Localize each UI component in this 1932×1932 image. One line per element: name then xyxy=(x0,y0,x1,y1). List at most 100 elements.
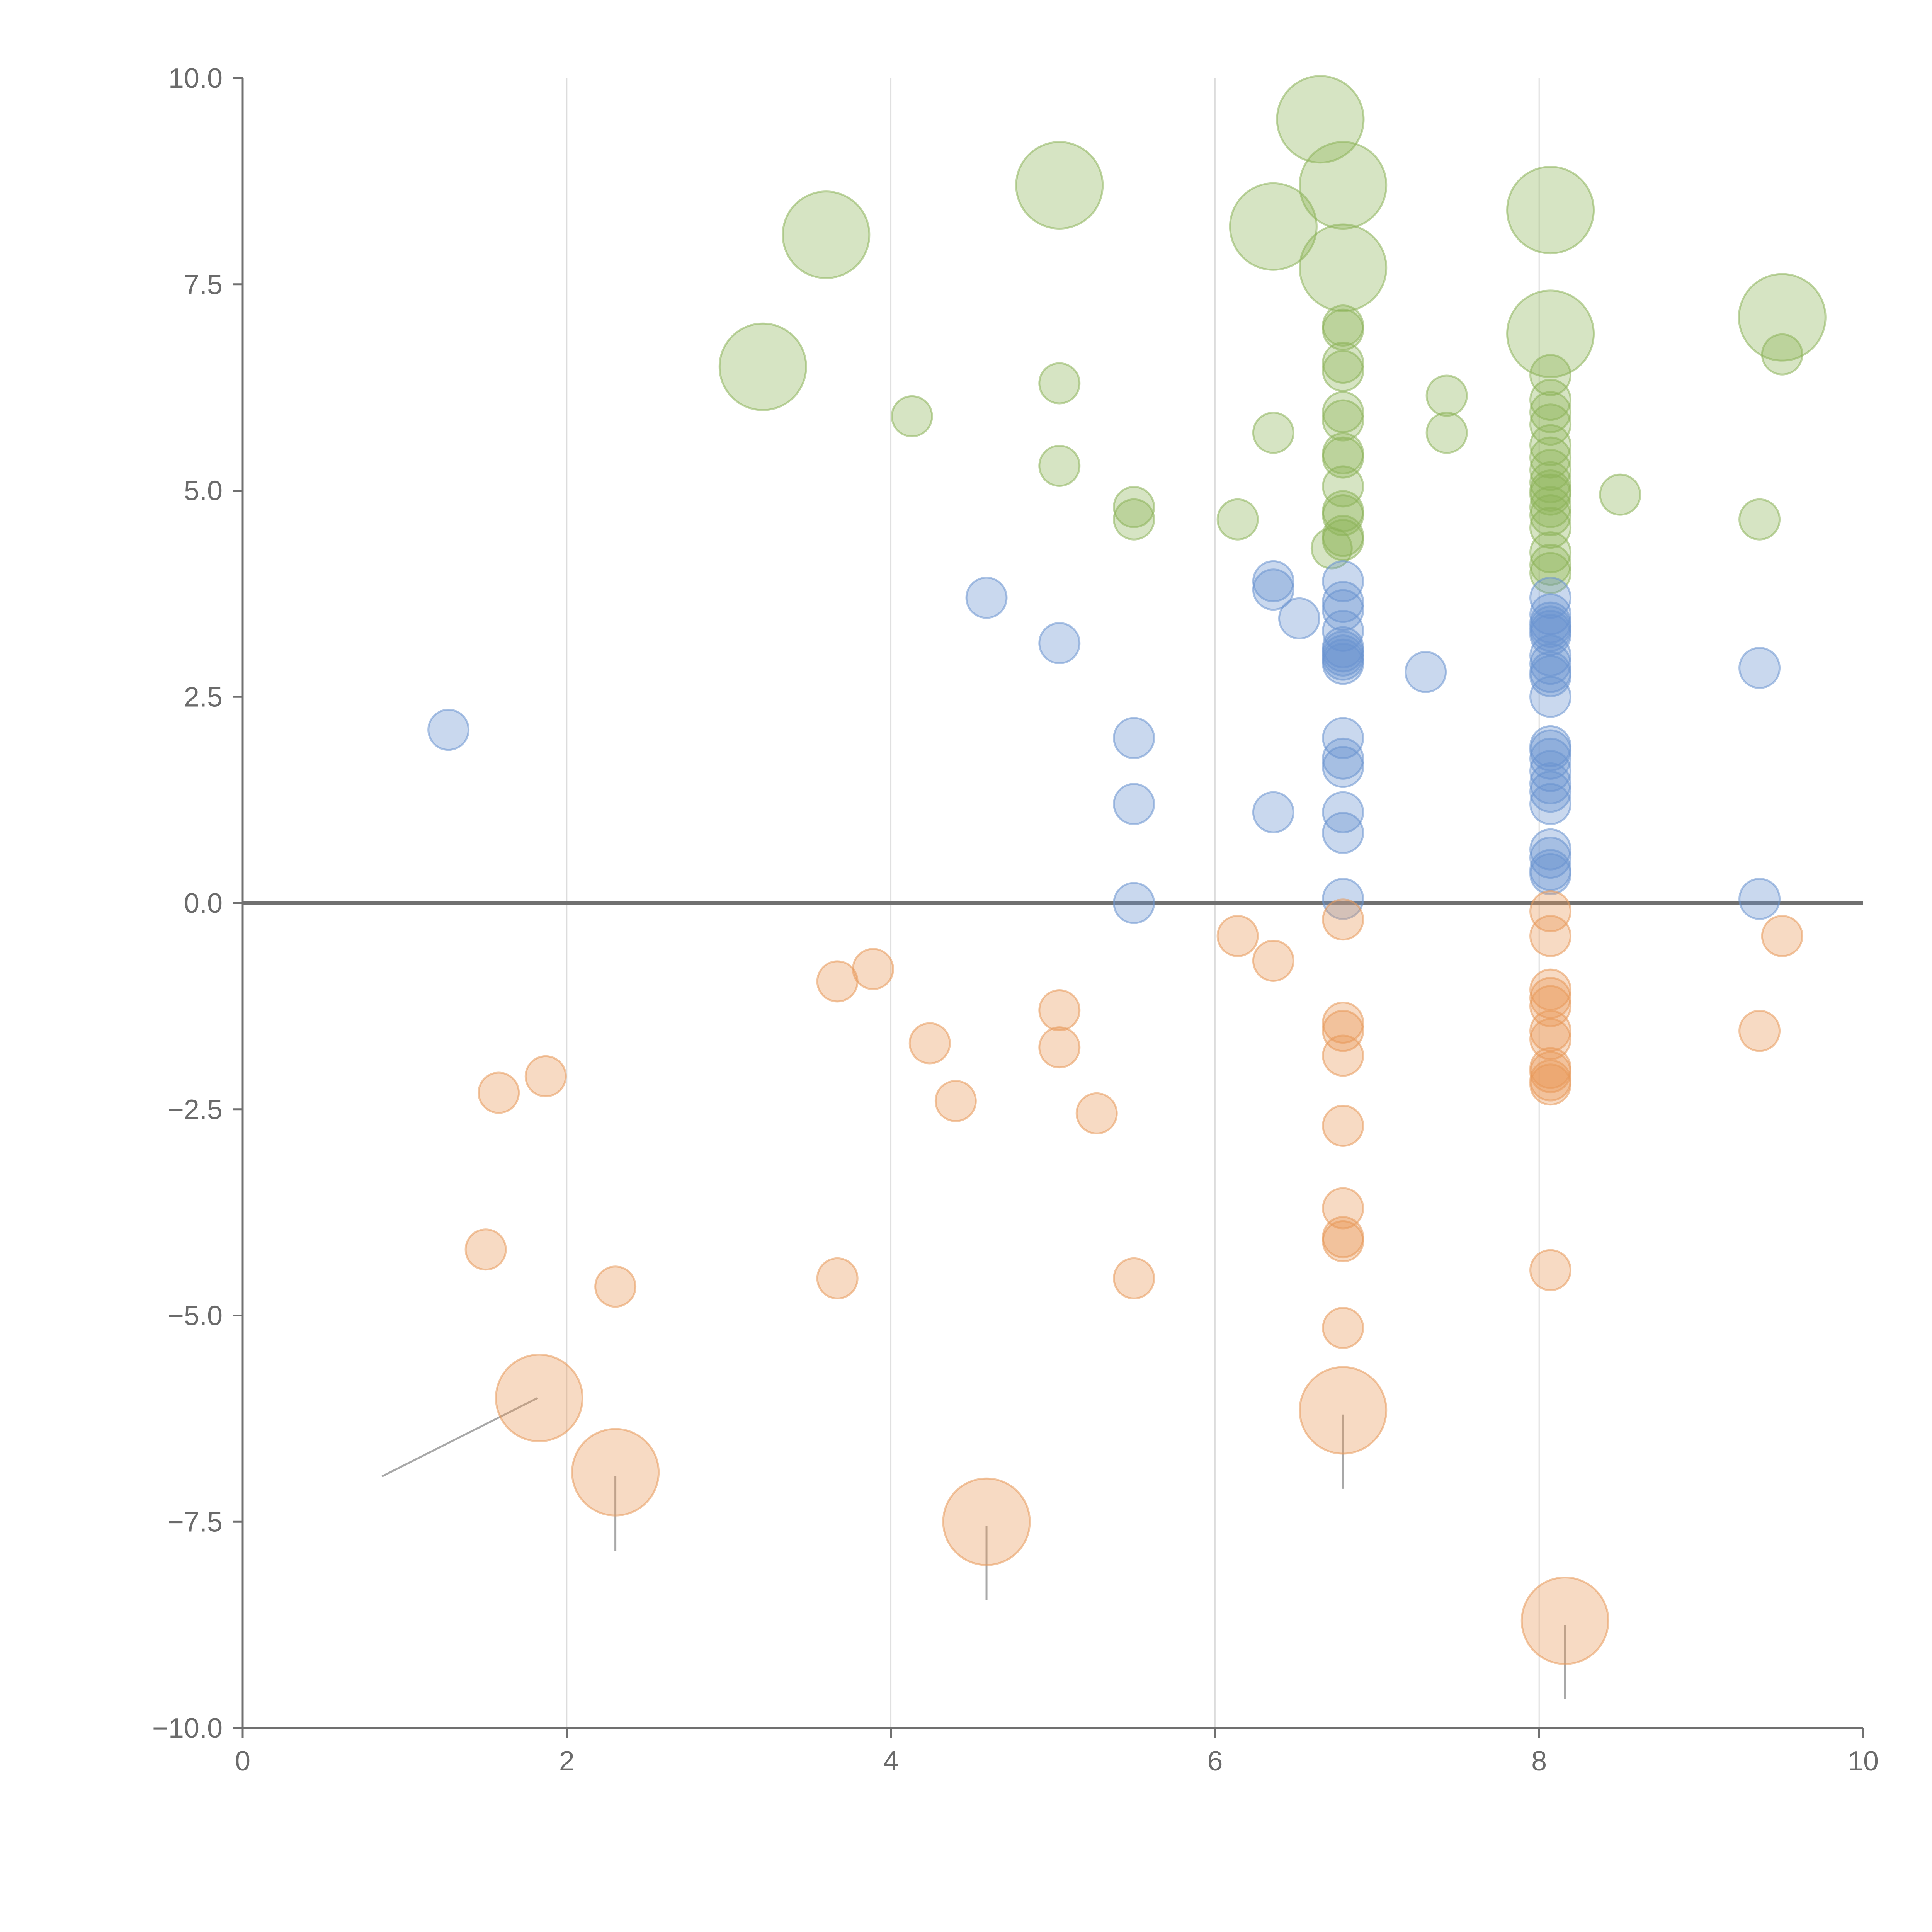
data-point-green-small xyxy=(1322,308,1364,351)
y-tick-label: −5.0 xyxy=(168,1301,223,1332)
data-point-green-small xyxy=(1599,473,1641,516)
data-point-orange-small xyxy=(1761,915,1803,957)
data-point-blue-small xyxy=(1738,878,1781,920)
data-point-blue-small xyxy=(1529,675,1572,718)
data-point-orange-small xyxy=(524,1055,567,1097)
data-point-orange-small xyxy=(1322,1010,1364,1052)
data-point-green-large xyxy=(1299,141,1388,230)
data-point-green-small xyxy=(1322,519,1364,561)
data-point-green-small xyxy=(1310,527,1353,570)
data-point-green-small xyxy=(1529,354,1572,396)
data-point-green-large xyxy=(1299,223,1388,312)
data-point-green-small xyxy=(1113,486,1155,528)
data-point-blue-small xyxy=(1322,746,1364,788)
data-point-green-small xyxy=(1761,333,1803,376)
data-point-orange-small xyxy=(1322,1104,1364,1147)
data-point-blue-small xyxy=(1529,837,1572,879)
data-point-orange-small xyxy=(816,1257,859,1299)
x-tick-label: 8 xyxy=(1531,1746,1547,1777)
axes: 0 2 4 6 8 10 10.0 7.5 5.0 2.5 0.0 −2.5 −5.0 −7.5 −10.0 xyxy=(152,63,1879,1777)
x-tick-label: 0 xyxy=(235,1746,250,1777)
data-point-blue-small xyxy=(1252,791,1294,833)
data-point-blue-small xyxy=(965,577,1008,619)
data-point-orange-small xyxy=(1216,915,1259,957)
data-point-green-large xyxy=(782,190,871,279)
data-point-orange-small xyxy=(1322,1307,1364,1349)
data-point-blue-small xyxy=(1529,577,1572,619)
data-point-green-large xyxy=(1229,182,1318,271)
data-point-green-small xyxy=(1425,412,1468,454)
data-point-green-large xyxy=(1015,141,1104,230)
data-point-blue-small xyxy=(1322,643,1364,685)
data-point-blue-small xyxy=(1113,783,1155,825)
data-point-orange-large xyxy=(571,1428,660,1517)
data-point-orange-small xyxy=(464,1228,507,1271)
data-point-blue-small xyxy=(1529,770,1572,813)
data-point-blue-small xyxy=(1529,737,1572,780)
data-point-orange-large xyxy=(1520,1576,1609,1665)
data-point-orange-small xyxy=(1529,1249,1572,1291)
data-point-blue-small xyxy=(1038,622,1081,664)
data-point-orange-large xyxy=(495,1354,584,1442)
data-point-blue-small xyxy=(1322,812,1364,854)
data-point-green-small xyxy=(1529,424,1572,466)
data-point-green-small xyxy=(891,395,933,437)
data-point-orange-small xyxy=(1075,1092,1118,1134)
y-tick-label: 0.0 xyxy=(184,888,223,919)
data-point-blue-small xyxy=(427,709,470,751)
data-point-blue-small xyxy=(1529,853,1572,895)
data-point-green-small xyxy=(1038,362,1081,405)
data-point-blue-small xyxy=(1278,597,1320,639)
data-point-blue-small xyxy=(1252,568,1294,611)
data-point-green-large xyxy=(1506,166,1595,255)
data-point-green-small xyxy=(1529,494,1572,537)
data-point-orange-small xyxy=(1322,1187,1364,1230)
x-tick-label: 10 xyxy=(1848,1746,1879,1777)
leader-lines xyxy=(381,1397,1566,1699)
data-point-orange-small xyxy=(816,960,859,1003)
data-point-orange-small xyxy=(1529,1018,1572,1060)
data-point-orange-small xyxy=(908,1022,951,1065)
x-tick-label: 2 xyxy=(559,1746,575,1777)
data-point-green-small xyxy=(1038,444,1081,487)
data-point-orange-small xyxy=(1038,989,1081,1032)
data-point-green-small xyxy=(1216,498,1259,541)
data-point-green-large xyxy=(718,322,807,411)
data-point-green-small xyxy=(1529,436,1572,479)
data-point-orange-small xyxy=(478,1071,520,1114)
data-point-green-small xyxy=(1322,350,1364,392)
y-tick-label: 7.5 xyxy=(184,269,223,300)
data-point-green-small xyxy=(1322,436,1364,479)
data-point-orange-small xyxy=(594,1265,637,1308)
data-point-green-small xyxy=(1322,399,1364,442)
data-point-blue-small xyxy=(1529,783,1572,825)
data-point-orange-small xyxy=(852,948,894,990)
data-point-green-large xyxy=(1738,273,1827,362)
data-point-green-small xyxy=(1738,498,1781,541)
y-tick-label: 5.0 xyxy=(184,476,223,507)
data-point-green-small xyxy=(1529,507,1572,549)
data-point-orange-small xyxy=(1252,939,1294,982)
data-point-orange-small xyxy=(1529,1063,1572,1106)
data-point-green-small xyxy=(1529,552,1572,594)
data-point-green-small xyxy=(1322,465,1364,508)
data-point-blue-small xyxy=(1405,651,1447,693)
data-point-orange-small xyxy=(1529,985,1572,1027)
data-point-orange-small xyxy=(1738,1010,1781,1052)
y-tick-label: −2.5 xyxy=(168,1094,223,1125)
data-point-orange-small xyxy=(1038,1026,1081,1069)
data-point-blue-small xyxy=(1113,882,1155,924)
data-points xyxy=(427,75,1827,1665)
y-tick-label: 10.0 xyxy=(168,63,223,94)
data-point-orange-small xyxy=(934,1080,977,1122)
data-point-orange-small xyxy=(1529,915,1572,957)
data-point-orange-large xyxy=(1299,1366,1388,1455)
data-point-orange-small xyxy=(1322,1034,1364,1077)
data-point-green-small xyxy=(1529,379,1572,421)
data-point-green-large xyxy=(1506,289,1595,378)
data-point-green-small xyxy=(1252,412,1294,454)
data-point-orange-small xyxy=(1113,1257,1155,1299)
y-tick-label: −7.5 xyxy=(168,1507,223,1537)
data-point-green-small xyxy=(1425,374,1468,417)
